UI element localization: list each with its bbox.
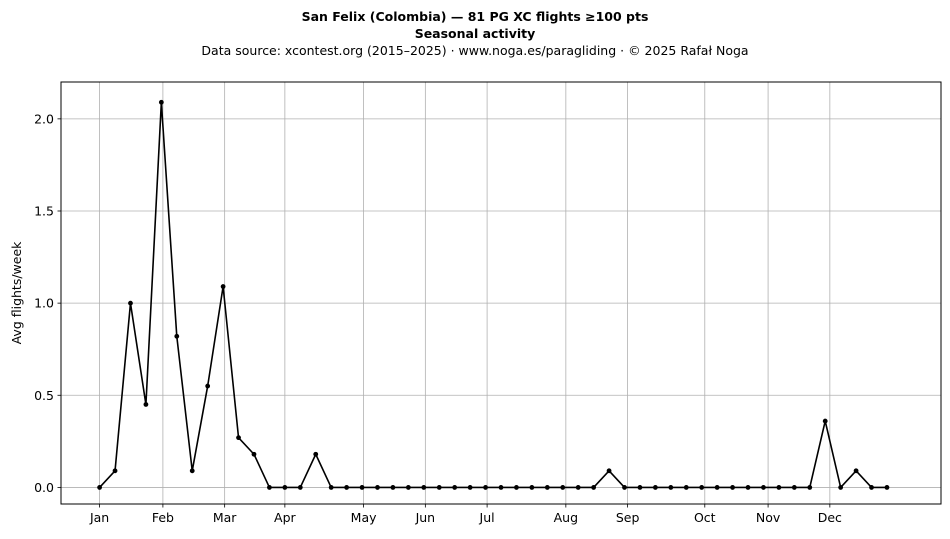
data-point <box>869 485 874 490</box>
data-source-note: Data source: xcontest.org (2015–2025) · … <box>201 43 749 58</box>
data-point <box>637 485 643 490</box>
data-point <box>544 485 550 490</box>
data-point <box>205 383 211 389</box>
data-point <box>236 435 241 441</box>
data-point <box>652 485 658 490</box>
data-point <box>220 284 226 289</box>
x-tick-label: Dec <box>818 510 842 525</box>
data-point <box>560 485 566 490</box>
series-line-layer <box>99 101 887 489</box>
x-tick-label: Aug <box>554 510 578 525</box>
data-point <box>575 485 581 490</box>
data-point <box>436 485 442 490</box>
axis-ticks: Jan Feb Mar Apr May Jun Jul Aug Sep Oct Nov Dec 0.0 0… <box>34 111 842 525</box>
data-point <box>267 485 272 490</box>
data-point <box>328 485 334 490</box>
x-tick-label: Jun <box>415 510 436 525</box>
data-point <box>838 485 844 490</box>
data-point <box>529 485 535 490</box>
grid <box>61 82 941 504</box>
data-point <box>405 485 411 490</box>
x-tick-label: Apr <box>274 510 296 525</box>
y-axis-label: Avg flights/week <box>9 241 24 345</box>
data-point <box>483 485 488 490</box>
data-point <box>282 485 288 490</box>
data-point <box>467 485 473 490</box>
data-point <box>97 485 102 490</box>
data-point <box>128 300 133 306</box>
x-tick-label: Nov <box>756 510 781 525</box>
x-tick-label: Jan <box>89 510 109 525</box>
data-point <box>745 485 751 490</box>
data-point <box>668 485 674 490</box>
data-point <box>143 402 149 407</box>
data-point <box>375 485 380 490</box>
data-points <box>97 99 890 490</box>
chart-subtitle: Seasonal activity <box>414 26 536 41</box>
y-tick-label: 0.5 <box>34 388 54 403</box>
data-point <box>714 485 720 490</box>
data-point <box>761 485 766 490</box>
x-tick-label: Oct <box>694 510 716 525</box>
x-tick-label: Mar <box>213 510 237 525</box>
data-point <box>591 485 597 490</box>
data-point <box>683 485 689 490</box>
data-point <box>498 485 504 490</box>
data-point <box>853 468 859 474</box>
y-tick-label: 0.0 <box>34 480 54 495</box>
data-point <box>622 485 627 490</box>
data-point <box>297 485 303 490</box>
data-point <box>884 485 890 490</box>
y-tick-label: 1.0 <box>34 296 54 311</box>
x-tick-label: Sep <box>616 510 640 525</box>
data-point <box>390 485 396 490</box>
data-point <box>730 485 735 490</box>
plot-area-frame <box>60 81 942 505</box>
data-point <box>251 451 257 457</box>
data-point <box>174 333 180 339</box>
data-point <box>189 468 195 474</box>
data-point <box>452 485 458 490</box>
data-point <box>344 485 350 490</box>
data-point <box>699 485 705 490</box>
data-point <box>807 485 813 490</box>
data-point <box>791 485 797 490</box>
y-tick-label: 1.5 <box>34 203 54 218</box>
data-point <box>112 468 118 474</box>
series-line <box>99 101 887 489</box>
data-point <box>313 451 319 457</box>
data-point <box>359 485 365 490</box>
x-tick-label: May <box>351 510 377 525</box>
x-tick-label: Feb <box>152 510 174 525</box>
x-tick-label: Jul <box>479 510 495 525</box>
data-point <box>514 485 519 490</box>
data-point <box>421 485 427 490</box>
data-point <box>158 99 164 105</box>
data-point <box>776 485 782 490</box>
data-point <box>822 418 828 424</box>
chart-title: San Felix (Colombia) — 81 PG XC flights … <box>301 9 649 24</box>
y-tick-label: 2.0 <box>34 111 54 126</box>
data-point <box>606 468 612 474</box>
